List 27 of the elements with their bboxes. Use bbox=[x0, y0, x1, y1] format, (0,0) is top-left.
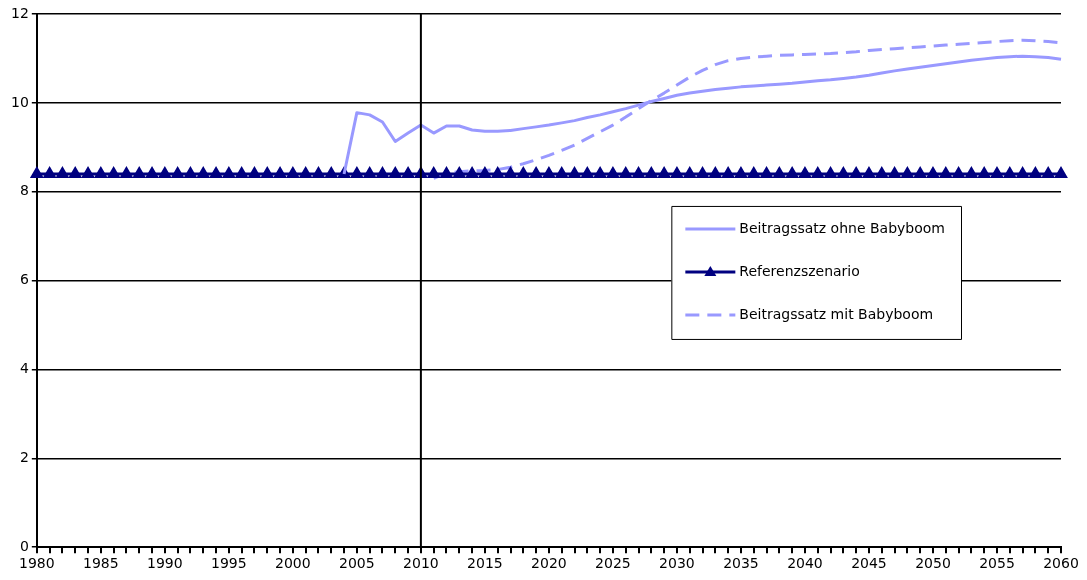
y-tick-label: 0 bbox=[19, 537, 29, 554]
x-tick-label: 1980 bbox=[18, 555, 55, 572]
y-tick-label: 10 bbox=[10, 93, 29, 110]
y-tick-label: 4 bbox=[19, 360, 29, 377]
x-tick-label: 2005 bbox=[339, 555, 375, 572]
x-tick-label: 1990 bbox=[147, 555, 183, 572]
y-tick-label: 2 bbox=[19, 448, 29, 465]
y-tick-label: 6 bbox=[19, 271, 29, 288]
x-tick-label: 2015 bbox=[467, 555, 503, 572]
x-tick-label: 2000 bbox=[275, 555, 311, 572]
y-tick-label: 8 bbox=[19, 182, 29, 199]
legend-label: Referenzszenario bbox=[739, 262, 860, 279]
x-tick-label: 2030 bbox=[659, 555, 695, 572]
x-tick-label: 2010 bbox=[403, 555, 439, 572]
legend-label: Beitragssatz ohne Babyboom bbox=[739, 219, 946, 236]
x-tick-label: 1995 bbox=[211, 555, 247, 572]
x-tick-label: 2060 bbox=[1043, 555, 1079, 572]
x-tick-label: 2050 bbox=[915, 555, 951, 572]
x-tick-label: 2040 bbox=[787, 555, 823, 572]
x-tick-label: 2045 bbox=[851, 555, 887, 572]
legend-label: Beitragssatz mit Babyboom bbox=[739, 305, 934, 322]
x-tick-label: 2035 bbox=[723, 555, 759, 572]
x-tick-label: 2055 bbox=[979, 555, 1015, 572]
x-tick-label: 1985 bbox=[83, 555, 119, 572]
x-tick-label: 2025 bbox=[595, 555, 631, 572]
x-tick-label: 2020 bbox=[531, 555, 567, 572]
y-tick-label: 12 bbox=[10, 4, 29, 21]
